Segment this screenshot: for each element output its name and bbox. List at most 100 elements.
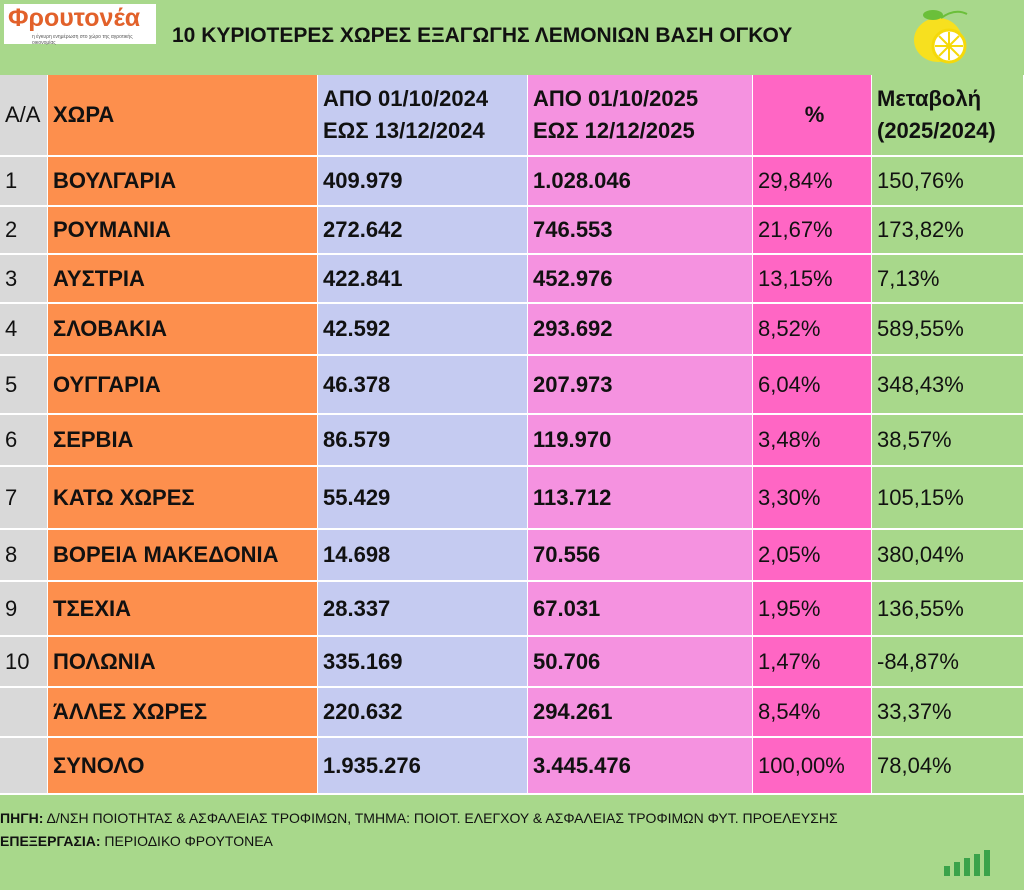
table-cell: ΠΟΛΩΝΙΑ	[48, 637, 318, 688]
cell-text: 335.169	[323, 648, 403, 674]
table-cell: 293.692	[528, 304, 753, 356]
cell-text: ΒΟΥΛΓΑΡΙΑ	[53, 168, 177, 193]
footer-label: ΕΠΕΞΕΡΓΑΣΙΑ:	[0, 833, 101, 849]
table-cell: 2,05%	[753, 530, 872, 582]
cell-text: ΆΛΛΕΣ ΧΩΡΕΣ	[53, 699, 208, 724]
cell-text: ΣΥΝΟΛΟ	[53, 752, 145, 778]
cell-text: 150,76%	[877, 168, 964, 193]
cell-text: 29,84%	[758, 168, 833, 193]
table-cell: ΡΟΥΜΑΝΙΑ	[48, 207, 318, 255]
table-cell: 13,15%	[753, 255, 872, 304]
table-cell: Μεταβολή (2025/2024)	[872, 75, 1024, 157]
table-cell: ΑΠΟ 01/10/2024 ΕΩΣ 13/12/2024	[318, 75, 528, 157]
cell-text: 409.979	[323, 168, 403, 193]
footer-line: ΕΠΕΞΕΡΓΑΣΙΑ: ΠΕΡΙΟΔΙΚΟ ΦΡΟΥΤΟΝΕΑ	[0, 833, 273, 849]
table-cell: 28.337	[318, 582, 528, 637]
cell-text: 4	[5, 316, 18, 341]
logo-tagline: η έγκυρη ενημέρωση στο χώρο της αγροτική…	[32, 34, 133, 46]
cell-text: 50.706	[533, 648, 601, 674]
logo: Φρουτονέα η έγκυρη ενημέρωση στο χώρο τη…	[4, 4, 156, 46]
cell-text: 113.712	[533, 484, 612, 510]
cell-text: 380,04%	[877, 542, 964, 567]
table-cell: 67.031	[528, 582, 753, 637]
cell-text: ΚΑΤΩ ΧΩΡΕΣ	[53, 484, 195, 510]
table-cell: 335.169	[318, 637, 528, 688]
table-cell: ΒΟΥΛΓΑΡΙΑ	[48, 157, 318, 207]
cell-text: 422.841	[323, 265, 403, 291]
cell-text: 13,15%	[758, 265, 833, 291]
table-cell: 14.698	[318, 530, 528, 582]
header-line: Α/Α	[5, 102, 41, 127]
table-cell: 3,48%	[753, 415, 872, 467]
table-cell: 42.592	[318, 304, 528, 356]
header-line: (2025/2024)	[877, 118, 996, 143]
table-cell: ΟΥΓΓΑΡΙΑ	[48, 356, 318, 415]
table-cell: 119.970	[528, 415, 753, 467]
table-cell: 4	[0, 304, 48, 356]
cell-text: 746.553	[533, 217, 613, 242]
cell-text: 8,54%	[758, 699, 821, 724]
table-cell: 380,04%	[872, 530, 1024, 582]
table-cell: ΧΩΡΑ	[48, 75, 318, 157]
cell-text: ΣΕΡΒΙΑ	[53, 427, 134, 452]
table-cell: 9	[0, 582, 48, 637]
cell-text: ΟΥΓΓΑΡΙΑ	[53, 371, 161, 397]
footer-text: ΠΕΡΙΟΔΙΚΟ ΦΡΟΥΤΟΝΕΑ	[100, 833, 273, 849]
header-line: ΕΩΣ 12/12/2025	[533, 118, 695, 143]
cell-text: 1.028.046	[533, 168, 631, 193]
cell-text: -84,87%	[877, 648, 959, 674]
cell-text: 8,52%	[758, 316, 821, 341]
table-cell: 8,54%	[753, 688, 872, 738]
cell-text: 272.642	[323, 217, 403, 242]
table-cell: 7,13%	[872, 255, 1024, 304]
table-cell: Α/Α	[0, 75, 48, 157]
cell-text: 33,37%	[877, 699, 952, 724]
cell-text: 173,82%	[877, 217, 964, 242]
table-cell: ΒΟΡΕΙΑ ΜΑΚΕΔΟΝΙΑ	[48, 530, 318, 582]
table-cell: 1,95%	[753, 582, 872, 637]
cell-text: 5	[5, 371, 18, 397]
table-cell: 348,43%	[872, 356, 1024, 415]
table-cell: ΑΥΣΤΡΙΑ	[48, 255, 318, 304]
cell-text: 3	[5, 265, 18, 291]
cell-text: 220.632	[323, 699, 403, 724]
table-cell: 150,76%	[872, 157, 1024, 207]
cell-text: 1,47%	[758, 648, 821, 674]
table-cell: 5	[0, 356, 48, 415]
table-cell: ΣΕΡΒΙΑ	[48, 415, 318, 467]
header-line: Μεταβολή	[877, 86, 982, 111]
table-cell: ΤΣΕΧΙΑ	[48, 582, 318, 637]
cell-text: 6,04%	[758, 371, 821, 397]
cell-text: 10	[5, 648, 30, 674]
cell-text: 7,13%	[877, 265, 940, 291]
cell-text: ΣΛΟΒΑΚΙΑ	[53, 316, 168, 341]
cell-text: 28.337	[323, 595, 391, 621]
footer-line: ΠΗΓΗ: Δ/ΝΣΗ ΠΟΙΟΤΗΤΑΣ & ΑΣΦΑΛΕΙΑΣ ΤΡΟΦΙΜ…	[0, 810, 838, 826]
cell-text: ΑΥΣΤΡΙΑ	[53, 265, 145, 291]
table-cell: ΑΠΟ 01/10/2025 ΕΩΣ 12/12/2025	[528, 75, 753, 157]
header-line: ΑΠΟ 01/10/2024	[323, 86, 489, 111]
cell-text: 3.445.476	[533, 752, 631, 778]
chart-icon	[944, 850, 990, 876]
cell-text: 55.429	[323, 484, 391, 510]
cell-text: 1.935.276	[323, 752, 421, 778]
cell-text: 46.378	[323, 371, 391, 397]
table-cell: 105,15%	[872, 467, 1024, 530]
cell-text: 6	[5, 427, 18, 452]
table-cell: 3	[0, 255, 48, 304]
cell-text: 452.976	[533, 265, 613, 291]
table-cell: 136,55%	[872, 582, 1024, 637]
header-line: ΕΩΣ 13/12/2024	[323, 118, 485, 143]
table-cell: 10	[0, 637, 48, 688]
table-cell: 33,37%	[872, 688, 1024, 738]
cell-text: 7	[5, 484, 18, 510]
table-cell	[0, 688, 48, 738]
header-line: ΧΩΡΑ	[53, 102, 115, 127]
cell-text: 14.698	[323, 542, 391, 567]
table-cell: 272.642	[318, 207, 528, 255]
table-cell: 409.979	[318, 157, 528, 207]
table-cell: 207.973	[528, 356, 753, 415]
cell-text: 119.970	[533, 427, 612, 452]
cell-text: 207.973	[533, 371, 613, 397]
cell-text: ΡΟΥΜΑΝΙΑ	[53, 217, 171, 242]
